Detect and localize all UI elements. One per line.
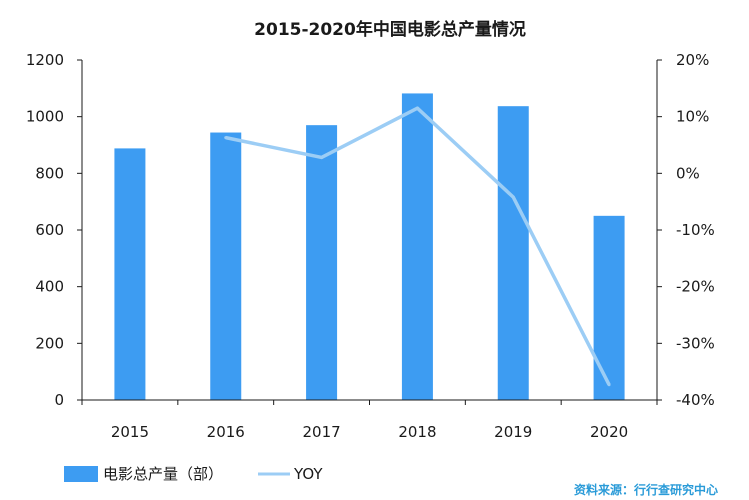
bar-2020 bbox=[593, 215, 625, 400]
yoy-point-2017 bbox=[320, 155, 324, 159]
x-tick-label: 2015 bbox=[111, 423, 149, 441]
y-tick-label: 200 bbox=[35, 334, 64, 352]
chart-title: 2015-2020年中国电影总产量情况 bbox=[254, 19, 526, 40]
axes: 0 200 400 600 800 1000 1200 -40% -30% -20% -10% 0% 1… bbox=[26, 51, 715, 441]
x-tick-label: 2019 bbox=[494, 423, 532, 441]
x-tick-label: 2020 bbox=[590, 423, 628, 441]
x-tick-label: 2017 bbox=[302, 423, 340, 441]
bar-2015 bbox=[114, 148, 146, 400]
bar-series bbox=[114, 93, 625, 401]
yoy-point-2018 bbox=[415, 106, 419, 110]
y-tick-label: 1000 bbox=[26, 108, 64, 126]
y2-tick-label: 10% bbox=[676, 108, 709, 126]
y2-tick-label: -30% bbox=[676, 334, 715, 352]
yoy-point-2020 bbox=[607, 383, 611, 387]
bar-2016 bbox=[210, 132, 242, 401]
bar-2018 bbox=[401, 93, 433, 400]
x-tick-label: 2018 bbox=[398, 423, 436, 441]
y2-tick-label: 0% bbox=[676, 164, 700, 182]
bar-2019 bbox=[497, 106, 529, 400]
legend-line-label: YOY bbox=[293, 465, 323, 483]
yoy-point-2019 bbox=[511, 195, 515, 199]
y-tick-label: 600 bbox=[35, 221, 64, 239]
y2-tick-label: -20% bbox=[676, 278, 715, 296]
y-tick-label: 800 bbox=[35, 164, 64, 182]
y2-tick-label: 20% bbox=[676, 51, 709, 69]
x-tick-label: 2016 bbox=[207, 423, 245, 441]
yoy-point-2016 bbox=[224, 136, 228, 140]
legend-bar-swatch bbox=[64, 466, 98, 482]
y-tick-label: 1200 bbox=[26, 51, 64, 69]
source-note: 资料来源：行行查研究中心 bbox=[574, 482, 718, 497]
y-tick-label: 400 bbox=[35, 278, 64, 296]
legend: 电影总产量（部） YOY bbox=[64, 465, 323, 483]
y2-tick-label: -40% bbox=[676, 391, 715, 409]
legend-bar-label: 电影总产量（部） bbox=[103, 465, 223, 483]
yoy-series bbox=[224, 106, 611, 387]
bar-2017 bbox=[306, 125, 338, 401]
y-tick-label: 0 bbox=[54, 391, 64, 409]
y2-tick-label: -10% bbox=[676, 221, 715, 239]
